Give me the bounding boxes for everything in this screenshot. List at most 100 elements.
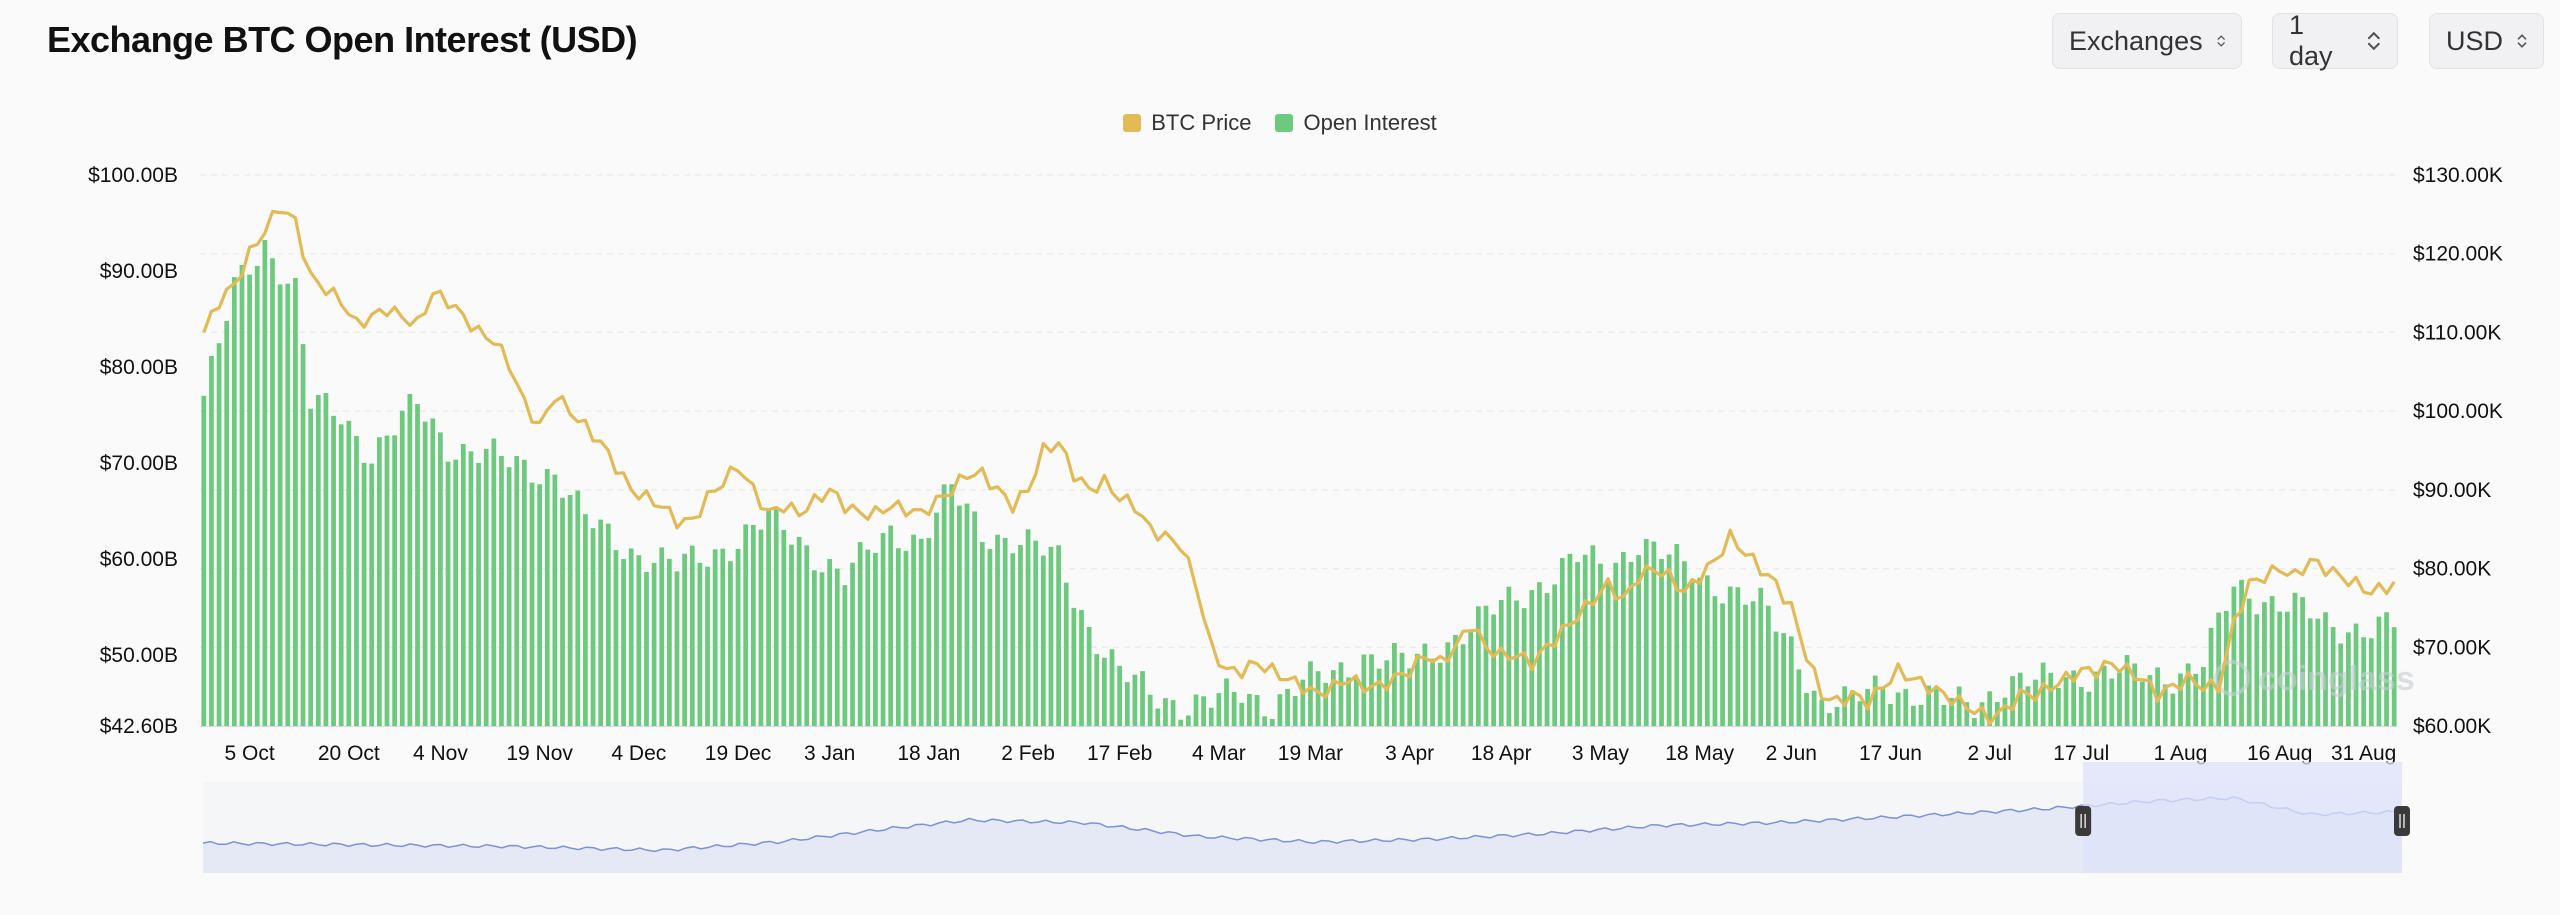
open-interest-bar[interactable] [514, 455, 520, 726]
open-interest-bar[interactable] [1895, 692, 1901, 726]
open-interest-bar[interactable] [560, 497, 565, 726]
open-interest-bar[interactable] [209, 355, 214, 726]
open-interest-bar[interactable] [1254, 695, 1260, 726]
open-interest-bar[interactable] [2124, 655, 2130, 726]
open-interest-bar[interactable] [262, 239, 268, 726]
open-interest-bar[interactable] [1010, 553, 1016, 726]
open-interest-bar[interactable] [1773, 631, 1779, 726]
open-interest-bar[interactable] [1124, 682, 1130, 726]
open-interest-bar[interactable] [941, 484, 947, 726]
open-interest-bar[interactable] [1529, 590, 1535, 726]
open-interest-bar[interactable] [1918, 704, 1924, 726]
open-interest-bar[interactable] [552, 474, 558, 726]
open-interest-bar[interactable] [300, 344, 306, 726]
open-interest-bar[interactable] [2315, 618, 2321, 726]
open-interest-bar[interactable] [216, 343, 222, 726]
open-interest-bar[interactable] [1002, 537, 1008, 726]
open-interest-bar[interactable] [1697, 577, 1703, 726]
open-interest-bar[interactable] [254, 265, 260, 726]
open-interest-bar[interactable] [2376, 616, 2382, 726]
open-interest-bar[interactable] [1086, 627, 1092, 726]
open-interest-bar[interactable] [331, 415, 336, 726]
open-interest-bar[interactable] [750, 524, 756, 726]
open-interest-bar[interactable] [1598, 563, 1603, 726]
open-interest-bar[interactable] [682, 553, 687, 726]
open-interest-bar[interactable] [1590, 545, 1596, 726]
open-interest-bar[interactable] [2361, 637, 2367, 726]
open-interest-bar[interactable] [1445, 642, 1451, 726]
open-interest-bar[interactable] [361, 462, 367, 726]
open-interest-bar[interactable] [2284, 611, 2290, 726]
open-interest-bar[interactable] [2147, 675, 2153, 726]
open-interest-bar[interactable] [1743, 604, 1748, 726]
btc-price-line[interactable] [202, 209, 2396, 726]
open-interest-bar[interactable] [2239, 579, 2244, 726]
open-interest-bar[interactable] [1682, 561, 1687, 726]
open-interest-bar[interactable] [354, 436, 359, 726]
open-interest-bar[interactable] [880, 533, 886, 726]
open-interest-bar[interactable] [2185, 663, 2191, 726]
open-interest-bar[interactable] [239, 264, 245, 726]
open-interest-bar[interactable] [705, 566, 710, 726]
open-interest-bar[interactable] [2201, 666, 2206, 726]
open-interest-bar[interactable] [888, 525, 894, 726]
open-interest-bar[interactable] [1849, 690, 1855, 726]
open-interest-bar[interactable] [613, 550, 619, 726]
open-interest-bar[interactable] [2025, 686, 2031, 726]
open-interest-bar[interactable] [1567, 553, 1573, 726]
open-interest-bar[interactable] [598, 519, 604, 726]
open-interest-bar[interactable] [376, 437, 382, 726]
interval-select[interactable]: 1 day [2272, 10, 2398, 71]
open-interest-bar[interactable] [2048, 672, 2054, 726]
open-interest-bar[interactable] [293, 278, 298, 726]
open-interest-bar[interactable] [323, 393, 329, 726]
open-interest-bar[interactable] [1552, 584, 1558, 726]
open-interest-bar[interactable] [1903, 689, 1909, 726]
open-interest-bar[interactable] [384, 435, 390, 726]
open-interest-bar[interactable] [1063, 582, 1069, 726]
open-interest-bar[interactable] [1140, 671, 1145, 726]
open-interest-bar[interactable] [1399, 652, 1405, 726]
open-interest-bar[interactable] [392, 435, 397, 726]
open-interest-bar[interactable] [346, 420, 352, 726]
open-interest-bar[interactable] [949, 484, 955, 726]
open-interest-bar[interactable] [1392, 642, 1397, 726]
open-interest-bar[interactable] [1659, 558, 1664, 726]
open-interest-bar[interactable] [1720, 603, 1725, 726]
open-interest-bar[interactable] [1620, 551, 1626, 726]
open-interest-bar[interactable] [1521, 608, 1527, 726]
open-interest-bar[interactable] [1346, 677, 1351, 726]
open-interest-bar[interactable] [1330, 670, 1336, 726]
open-interest-bar[interactable] [1117, 665, 1123, 726]
open-interest-bar[interactable] [453, 459, 459, 726]
open-interest-bar[interactable] [1185, 715, 1191, 726]
open-interest-bar[interactable] [399, 410, 405, 726]
open-interest-bar[interactable] [758, 529, 764, 726]
open-interest-bar[interactable] [1643, 538, 1649, 726]
open-interest-bar[interactable] [1102, 657, 1107, 726]
open-interest-bar[interactable] [468, 451, 474, 726]
open-interest-bar[interactable] [1239, 702, 1245, 726]
open-interest-bar[interactable] [270, 258, 275, 726]
open-interest-bar[interactable] [1888, 703, 1893, 726]
open-interest-bar[interactable] [315, 395, 321, 726]
open-interest-bar[interactable] [1575, 562, 1580, 726]
open-interest-bar[interactable] [308, 408, 314, 726]
open-interest-bar[interactable] [2300, 597, 2305, 726]
open-interest-bar[interactable] [621, 559, 626, 726]
open-interest-bar[interactable] [1040, 555, 1046, 726]
open-interest-bar[interactable] [789, 544, 794, 726]
open-interest-bar[interactable] [1781, 633, 1786, 726]
open-interest-bar[interactable] [2346, 632, 2351, 726]
open-interest-bar[interactable] [1430, 658, 1435, 726]
open-interest-bar[interactable] [873, 552, 878, 726]
open-interest-bar[interactable] [2254, 614, 2260, 726]
open-interest-bar[interactable] [2040, 662, 2046, 726]
open-interest-bar[interactable] [2086, 691, 2092, 726]
open-interest-bar[interactable] [1933, 687, 1939, 726]
open-interest-bar[interactable] [903, 550, 909, 726]
open-interest-bar[interactable] [1094, 654, 1100, 726]
open-interest-bar[interactable] [1376, 668, 1382, 726]
open-interest-bar[interactable] [2269, 596, 2275, 726]
open-interest-bar[interactable] [1613, 562, 1619, 726]
